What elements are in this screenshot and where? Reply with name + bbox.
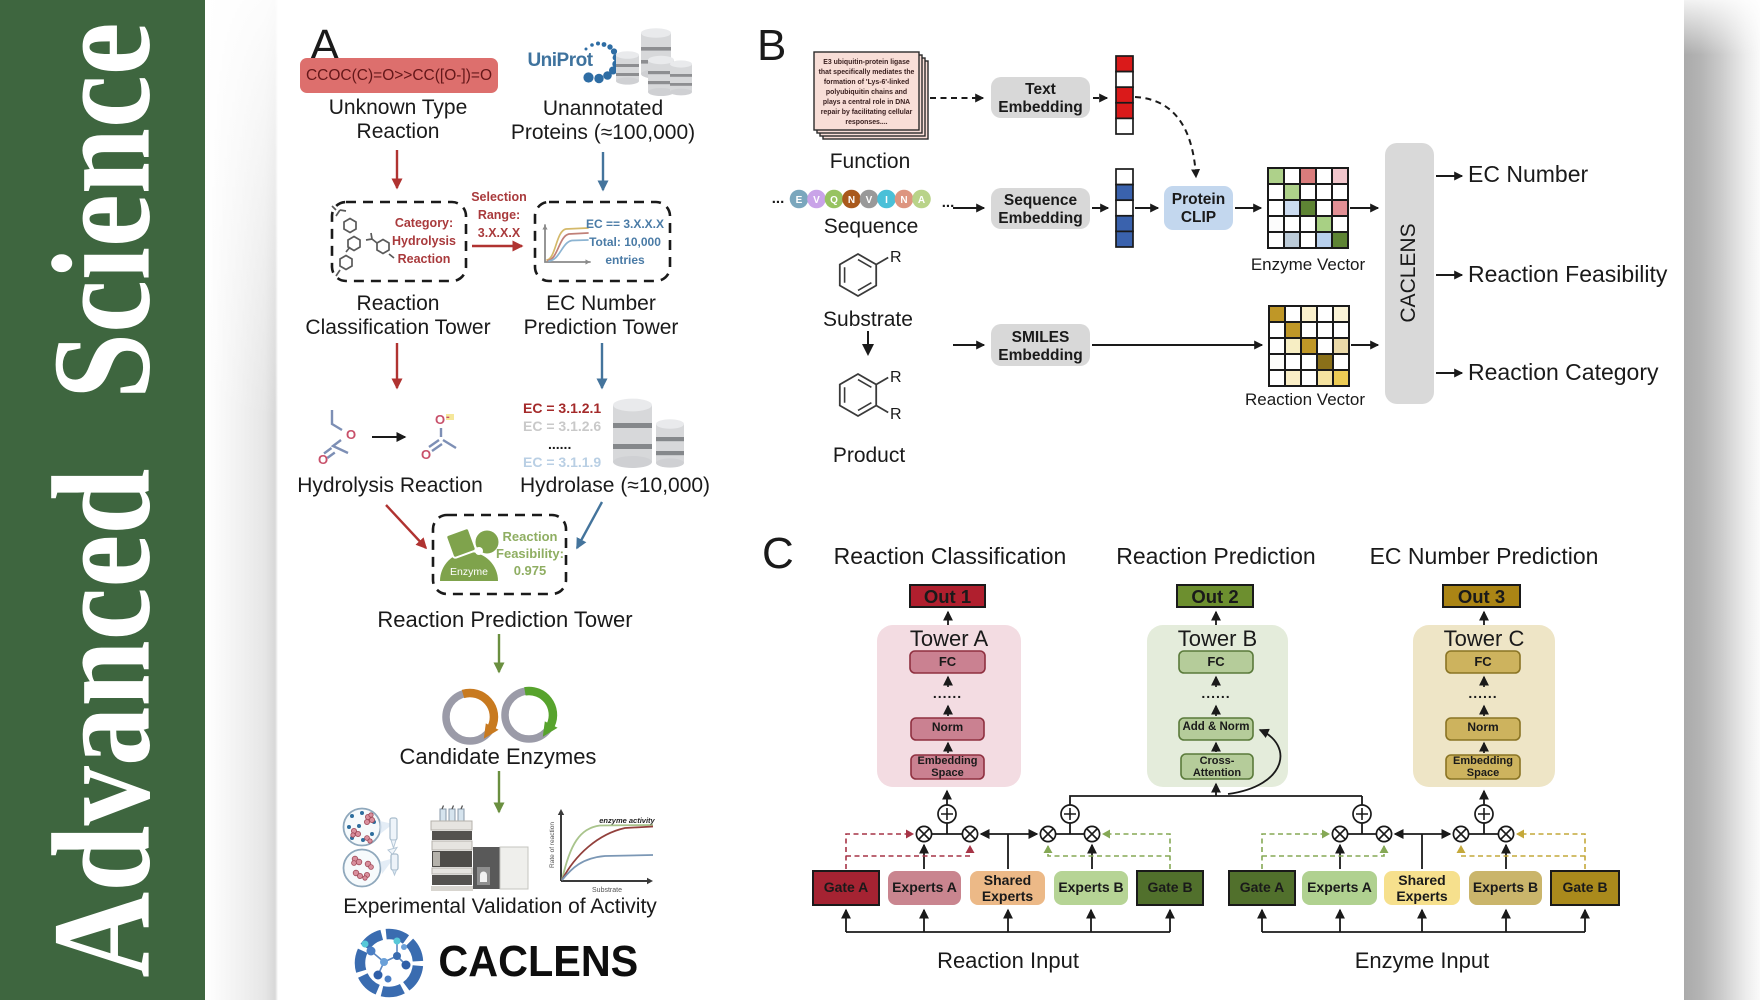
svg-text:-: - [446,411,450,423]
svg-text:O: O [318,452,328,467]
svg-text:R: R [890,369,902,386]
svg-text:O: O [421,447,431,462]
svg-text:Enzyme: Enzyme [450,566,488,578]
svg-text:V: V [813,195,820,206]
svg-text:O: O [435,412,445,427]
svg-text:Substrate: Substrate [592,887,622,894]
svg-text:Q: Q [830,195,838,206]
svg-text:E: E [796,195,803,206]
svg-text:R: R [890,249,902,266]
svg-text:R: R [890,406,902,423]
svg-text:...: ... [942,194,955,211]
svg-text:Rate of reaction: Rate of reaction [549,822,556,868]
svg-text:A: A [918,195,925,206]
svg-text:I: I [885,195,888,206]
svg-text:N: N [848,195,855,206]
svg-text:enzyme activity: enzyme activity [599,816,655,825]
svg-text:N: N [900,195,907,206]
svg-text:...: ... [772,190,785,207]
svg-text:V: V [866,195,873,206]
svg-text:O: O [346,427,356,442]
